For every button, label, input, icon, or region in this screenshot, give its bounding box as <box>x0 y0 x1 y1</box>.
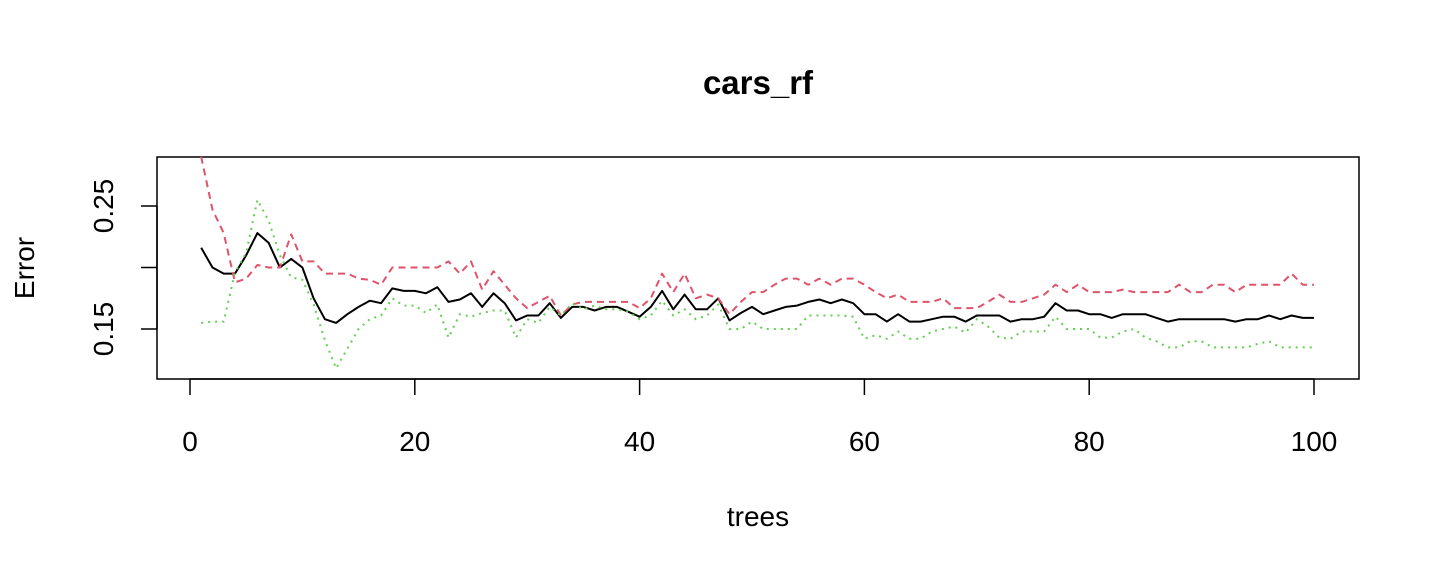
x-tick-label: 0 <box>182 426 198 457</box>
x-tick-label: 60 <box>849 426 880 457</box>
series-line-3 <box>201 198 1314 370</box>
x-tick-label: 80 <box>1074 426 1105 457</box>
series-line-2 <box>200 156 1314 317</box>
y-tick-label: 0.25 <box>88 179 119 234</box>
plot-frame <box>156 156 1360 380</box>
y-axis: 0.15 0.25 <box>88 179 158 357</box>
x-axis: 0 20 40 60 80 100 <box>182 378 1338 457</box>
x-axis-label: trees <box>727 501 789 532</box>
series-layer <box>200 156 1314 370</box>
x-tick-label: 100 <box>1291 426 1338 457</box>
x-tick-label: 40 <box>624 426 655 457</box>
x-tick-label: 20 <box>399 426 430 457</box>
y-tick-label: 0.15 <box>88 302 119 357</box>
chart-title: cars_rf <box>703 64 814 101</box>
series-line-1 <box>200 232 1314 324</box>
y-axis-label: Error <box>9 237 40 299</box>
